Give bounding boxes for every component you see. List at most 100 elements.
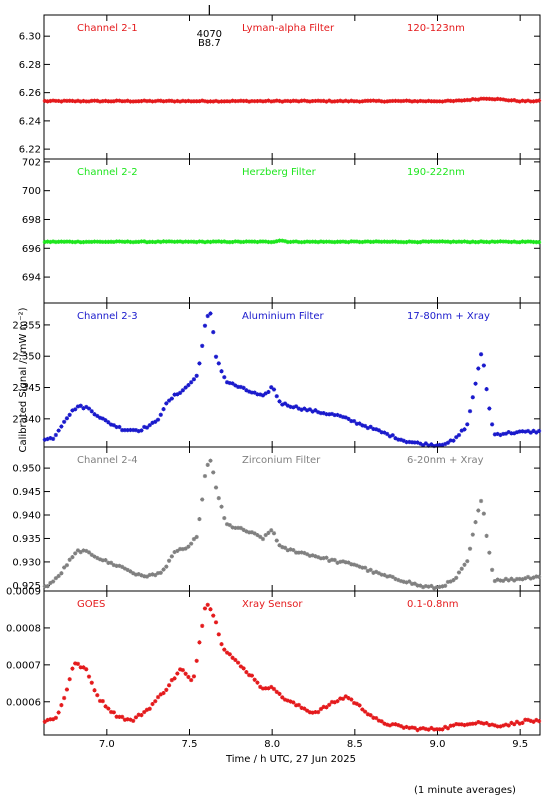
- data-point: [338, 413, 343, 419]
- data-point: [368, 239, 373, 244]
- y-tick-label: 6.28: [19, 60, 41, 71]
- data-point: [208, 607, 213, 612]
- data-point: [501, 239, 506, 244]
- data-point: [95, 239, 100, 244]
- data-point: [125, 239, 130, 244]
- data-point: [92, 688, 97, 693]
- data-point: [382, 721, 387, 726]
- data-point: [293, 98, 299, 104]
- data-point: [291, 98, 296, 103]
- data-point: [423, 583, 428, 589]
- data-point: [45, 436, 50, 442]
- data-point: [473, 721, 478, 726]
- data-point: [78, 403, 83, 408]
- data-point: [128, 99, 133, 104]
- data-point: [142, 574, 147, 579]
- data-point: [451, 723, 456, 728]
- data-point: [208, 458, 213, 463]
- data-point: [120, 99, 125, 104]
- data-point: [481, 96, 486, 101]
- x-tick-label: 9.5: [512, 739, 528, 750]
- data-point: [180, 547, 185, 552]
- data-point: [183, 239, 188, 244]
- data-point: [445, 726, 451, 731]
- data-point: [131, 427, 136, 433]
- data-point: [454, 435, 459, 440]
- data-point: [404, 239, 409, 245]
- data-point: [415, 440, 420, 445]
- data-point: [288, 404, 293, 409]
- data-point: [412, 239, 417, 245]
- data-point: [64, 239, 70, 244]
- y-tick-label: 0.935: [12, 534, 41, 545]
- data-point: [100, 699, 105, 704]
- data-point: [437, 727, 442, 732]
- data-point: [48, 717, 53, 722]
- data-point: [404, 580, 409, 585]
- data-point: [523, 576, 528, 581]
- data-point: [324, 239, 329, 244]
- data-point: [172, 549, 177, 555]
- data-point: [70, 98, 75, 103]
- data-point: [495, 96, 500, 101]
- data-point: [307, 553, 312, 558]
- data-point: [200, 98, 205, 103]
- data-point: [470, 532, 475, 537]
- data-point: [103, 98, 108, 103]
- data-point: [363, 98, 368, 103]
- data-point: [382, 99, 387, 104]
- data-point: [512, 431, 517, 436]
- data-point: [169, 678, 174, 683]
- data-point: [252, 99, 257, 104]
- data-point: [147, 98, 152, 103]
- data-point: [528, 430, 533, 435]
- data-point: [227, 240, 232, 245]
- data-point: [111, 239, 116, 245]
- data-point: [120, 428, 125, 433]
- data-point: [86, 239, 92, 244]
- data-point: [503, 97, 509, 103]
- data-point: [150, 572, 155, 577]
- data-point: [84, 99, 89, 104]
- data-point: [434, 585, 439, 590]
- data-point: [363, 565, 368, 570]
- data-point: [153, 99, 158, 104]
- y-tick-label: 6.30: [19, 32, 41, 43]
- data-point: [269, 385, 274, 390]
- data-point: [84, 548, 89, 554]
- data-point: [448, 98, 453, 103]
- data-point: [191, 239, 197, 244]
- data-point: [332, 700, 337, 705]
- data-point: [503, 239, 509, 244]
- data-point: [390, 239, 395, 244]
- data-point: [269, 528, 274, 533]
- data-point: [73, 240, 78, 245]
- data-point: [125, 98, 130, 103]
- y-tick-label: 6.24: [19, 116, 41, 127]
- data-point: [211, 470, 216, 475]
- data-point: [161, 239, 166, 244]
- data-point: [274, 689, 279, 695]
- data-point: [202, 99, 208, 104]
- data-point: [178, 390, 183, 395]
- data-point: [407, 579, 412, 584]
- panel-4: 0.925 0.930 0.935 0.940 0.945 0.950 Channel 2-…: [12, 446, 542, 592]
- data-point: [120, 239, 125, 244]
- data-point: [534, 717, 539, 723]
- data-point: [415, 727, 420, 733]
- data-point: [316, 709, 321, 715]
- data-point: [343, 694, 348, 699]
- data-point: [459, 98, 464, 103]
- data-point: [86, 674, 92, 679]
- data-point: [73, 661, 78, 666]
- data-point: [200, 343, 205, 348]
- data-point: [255, 680, 260, 685]
- panel-band-label: 0.1-0.8nm: [407, 599, 459, 610]
- data-point: [230, 655, 235, 660]
- data-point: [409, 725, 415, 730]
- data-point: [495, 239, 500, 244]
- data-point: [247, 530, 252, 535]
- data-point: [122, 566, 127, 571]
- data-point: [462, 427, 467, 432]
- data-point: [233, 99, 238, 104]
